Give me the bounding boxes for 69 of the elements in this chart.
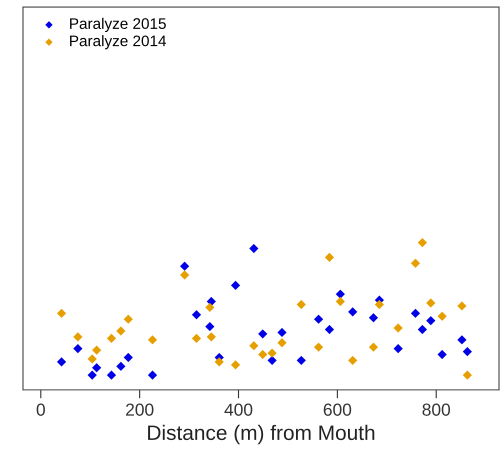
point <box>73 332 82 342</box>
point <box>230 280 240 290</box>
point <box>180 262 190 271</box>
point <box>410 308 420 318</box>
point <box>258 329 268 339</box>
point <box>106 334 116 343</box>
point <box>418 324 427 334</box>
point <box>374 300 384 310</box>
point <box>192 310 202 320</box>
point <box>394 323 403 333</box>
point <box>336 296 345 306</box>
point <box>249 341 258 350</box>
point <box>438 350 447 360</box>
point <box>92 346 102 355</box>
point <box>426 316 436 326</box>
point <box>180 270 190 280</box>
point <box>314 314 324 324</box>
point <box>336 290 345 299</box>
point <box>88 354 97 364</box>
point <box>348 307 358 316</box>
legend-label: Paralyze 2014 <box>70 35 166 50</box>
point <box>148 370 158 380</box>
point <box>277 328 287 338</box>
point <box>205 322 214 332</box>
point <box>296 300 306 310</box>
point <box>230 360 240 370</box>
x-axis-title: Distance (m) from Mouth <box>148 424 374 444</box>
point <box>92 363 102 372</box>
point <box>148 335 158 344</box>
point <box>457 301 467 311</box>
point <box>268 348 277 358</box>
x-tick-label: 600 <box>324 404 352 416</box>
point <box>116 326 126 336</box>
x-tick-label: 200 <box>126 404 154 416</box>
point <box>277 338 287 348</box>
legend-label: Paralyze 2015 <box>70 18 166 32</box>
point <box>368 313 378 322</box>
point <box>56 357 66 367</box>
point <box>258 350 268 360</box>
point <box>324 252 334 262</box>
point <box>206 332 216 342</box>
point <box>214 357 224 367</box>
point <box>394 344 403 354</box>
point <box>205 302 214 312</box>
point <box>348 356 358 366</box>
point <box>88 370 97 380</box>
x-tick-label: 0 <box>36 404 45 416</box>
point <box>192 334 202 343</box>
point <box>462 370 472 380</box>
point <box>410 258 420 268</box>
point <box>368 342 378 352</box>
point <box>106 370 116 380</box>
point <box>124 352 133 362</box>
point <box>438 312 447 321</box>
point <box>56 308 66 318</box>
x-tick-label: 800 <box>422 404 450 416</box>
point <box>324 324 334 334</box>
point <box>314 342 324 352</box>
point <box>116 362 126 371</box>
x-tick-label: 400 <box>224 404 252 416</box>
point <box>73 344 82 354</box>
point <box>249 244 258 254</box>
point <box>268 356 277 366</box>
point <box>124 314 133 324</box>
point <box>296 356 306 366</box>
point <box>426 298 436 308</box>
point <box>462 346 472 356</box>
point <box>457 335 467 344</box>
point <box>418 238 427 248</box>
